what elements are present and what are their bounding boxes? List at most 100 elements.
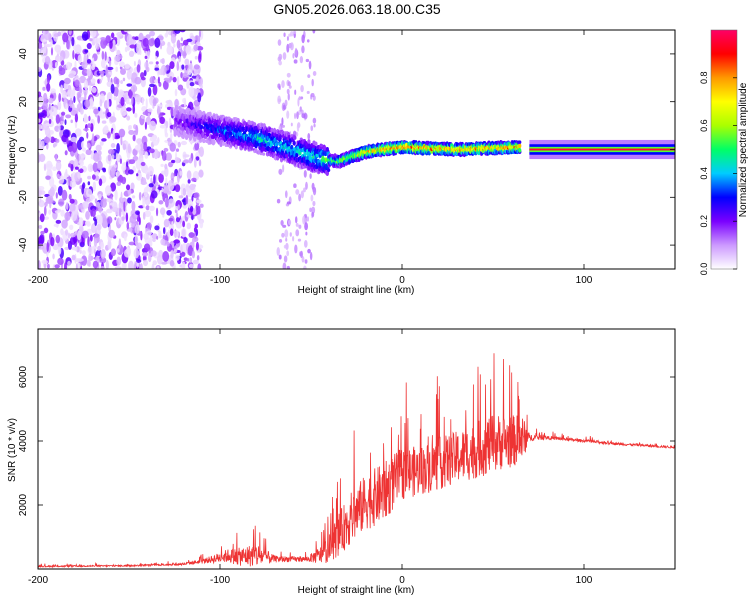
spectrogram-cell <box>81 31 89 41</box>
spectrogram-cell <box>173 43 176 48</box>
spectrogram-cell <box>199 203 204 208</box>
spectrogram-cell <box>194 55 198 60</box>
spectrogram-cell <box>182 187 187 196</box>
spectrogram-cell <box>58 198 65 207</box>
spectrogram-cell <box>43 216 50 220</box>
colorbar-tick-label: 0.4 <box>699 167 709 180</box>
spectrogram-cell <box>116 248 120 253</box>
spectrogram-cell <box>125 184 131 191</box>
spectrogram-cell <box>111 154 115 160</box>
spectrogram-cell <box>77 54 82 64</box>
spectrogram-cell <box>45 175 51 180</box>
spectrogram-cell <box>138 191 142 201</box>
spectrogram-cell <box>311 206 316 214</box>
spectrogram-cell <box>98 70 105 75</box>
spectrogram-cell <box>97 245 101 251</box>
spectrogram-cell <box>100 38 107 49</box>
snr-x-axis-label: Height of straight line (km) <box>298 585 415 596</box>
spectrogram-cell <box>298 224 302 229</box>
spectrogram-cell <box>128 129 135 135</box>
spectrogram-cell <box>93 238 98 247</box>
spectrogram-cell <box>131 200 136 212</box>
spectrogram-cell <box>165 100 173 104</box>
spectrogram-cell <box>163 218 170 228</box>
spectrogram-cell <box>188 263 194 269</box>
spectrogram-cell <box>284 99 288 107</box>
x-tick-label: -200 <box>28 575 48 586</box>
spectrogram-cell <box>164 132 169 138</box>
spectrogram-cell <box>272 127 277 134</box>
spectrogram-cell <box>73 95 76 104</box>
spectrogram-cell <box>120 191 123 203</box>
spectrogram-cell <box>193 158 197 168</box>
spectrogram-cell <box>149 83 155 88</box>
spectrogram-cell <box>102 111 106 115</box>
spectrogram-cell <box>112 129 115 141</box>
spectrogram-cell <box>148 205 155 212</box>
spectrogram-cell <box>285 153 289 158</box>
spectrogram-cell <box>179 30 186 33</box>
spectrogram-cell <box>153 148 159 160</box>
spectrogram-cell <box>97 115 101 124</box>
spectrogram-cell <box>135 159 142 170</box>
spectrogram-cell <box>180 140 188 146</box>
spectrogram-cell <box>48 97 54 104</box>
spectrogram-cell <box>197 263 202 269</box>
spectrogram-cell <box>118 238 122 250</box>
spectrogram-cell <box>82 201 89 209</box>
spectrogram-cell <box>79 185 82 190</box>
spectrogram-cell <box>46 82 51 92</box>
spectrogram-cell <box>181 229 186 238</box>
spectrogram-cell <box>298 193 302 202</box>
spectrogram-cell <box>136 242 143 250</box>
spectrogram-cell <box>143 243 151 252</box>
spectrogram-cell <box>294 47 298 57</box>
spectrogram-cell <box>183 154 190 158</box>
spectrogram-cell <box>44 43 52 48</box>
spectrogram-cell <box>281 117 284 126</box>
spectrogram-cell <box>122 143 127 151</box>
spectrogram-cell <box>169 61 175 70</box>
spectrogram-cell <box>261 135 265 140</box>
spectrogram-cell <box>285 237 288 242</box>
spectrogram-cell <box>38 96 44 106</box>
spectrogram-cell <box>182 98 186 103</box>
spectrogram-cell <box>69 179 77 188</box>
spectrogram-cell <box>65 102 69 110</box>
spectrogram-cell <box>162 227 166 235</box>
spectrogram-cell <box>44 30 50 41</box>
spectrogram-cell <box>50 88 56 94</box>
spectrogram-cell <box>95 144 102 152</box>
spectrogram-cell <box>161 150 167 162</box>
spectrogram-cell <box>191 238 195 249</box>
x-tick-label: -200 <box>28 275 48 286</box>
spectrogram-cell <box>145 43 150 52</box>
spectrogram-cell <box>66 89 74 98</box>
spectrogram-cell <box>304 259 308 264</box>
spectrogram-cell <box>123 30 131 33</box>
spectrogram-cell <box>91 174 96 180</box>
spectrogram-cell <box>55 138 60 143</box>
spectrogram-cell <box>87 246 95 255</box>
spectrogram-cell <box>301 113 306 119</box>
spectrogram-cell <box>286 201 291 205</box>
spectrogram-cell <box>192 208 197 215</box>
spectrogram-cell <box>115 170 121 177</box>
spectrogram-cell <box>55 192 58 199</box>
spectrogram-y-axis-label: Frequency (Hz) <box>7 116 18 185</box>
spectrogram-cell <box>149 148 155 154</box>
spectrogram-cell <box>176 75 180 87</box>
y-tick-label: -20 <box>18 190 29 205</box>
spectrogram-cell <box>178 195 184 199</box>
spectrogram-cell <box>84 221 88 226</box>
spectrogram-cell <box>122 77 126 82</box>
spectrogram-cell <box>155 207 159 217</box>
spectrogram-x-ticks: -200 -100 0 100 <box>28 30 593 286</box>
colorbar-tick-label: 0.8 <box>699 72 709 85</box>
spectrogram-cell <box>55 153 58 162</box>
spectrogram-cell <box>67 260 71 267</box>
spectrogram-cell <box>198 159 202 167</box>
spectrogram-cell <box>92 260 99 269</box>
spectrogram-cell <box>227 138 231 142</box>
